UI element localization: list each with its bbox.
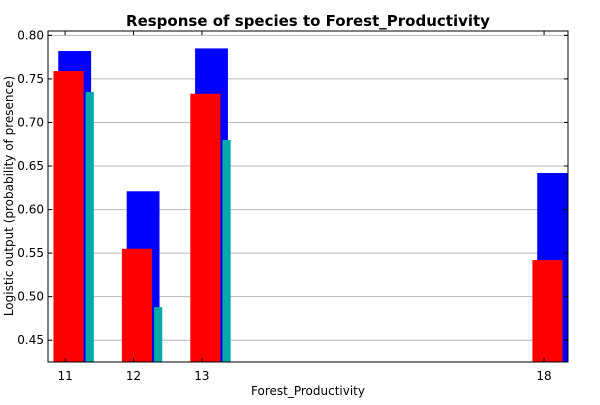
plot-frame (47, 30, 569, 363)
x-tick-label: 12 (126, 369, 141, 383)
bar (532, 260, 563, 362)
y-tick-label: 0.55 (17, 246, 44, 260)
bar (222, 139, 231, 362)
x-tick-label: 11 (57, 369, 72, 383)
y-tick-label: 0.60 (17, 203, 44, 217)
bar-layer (53, 48, 568, 362)
y-tick-label: 0.70 (17, 115, 44, 129)
bar (53, 71, 84, 362)
bar (121, 248, 152, 362)
y-axis-label: Logistic output (probability of presence… (2, 76, 16, 316)
y-tick-label: 0.75 (17, 72, 44, 86)
x-axis-label: Forest_Productivity (251, 384, 365, 398)
y-tick-label: 0.80 (17, 28, 44, 42)
x-tick-label: 13 (194, 369, 209, 383)
chart-title: Response of species to Forest_Productivi… (126, 12, 490, 30)
bar (85, 91, 94, 362)
bar (190, 93, 221, 362)
tick-layer: 0.45 0.50 0.55 0.60 0.65 0.70 0.75 0.80 11 12 13 18 (17, 28, 568, 383)
y-tick-label: 0.50 (17, 290, 44, 304)
x-tick-label: 18 (536, 369, 551, 383)
y-tick-label: 0.65 (17, 159, 44, 173)
y-tick-label: 0.45 (17, 333, 44, 347)
bar (154, 307, 163, 362)
